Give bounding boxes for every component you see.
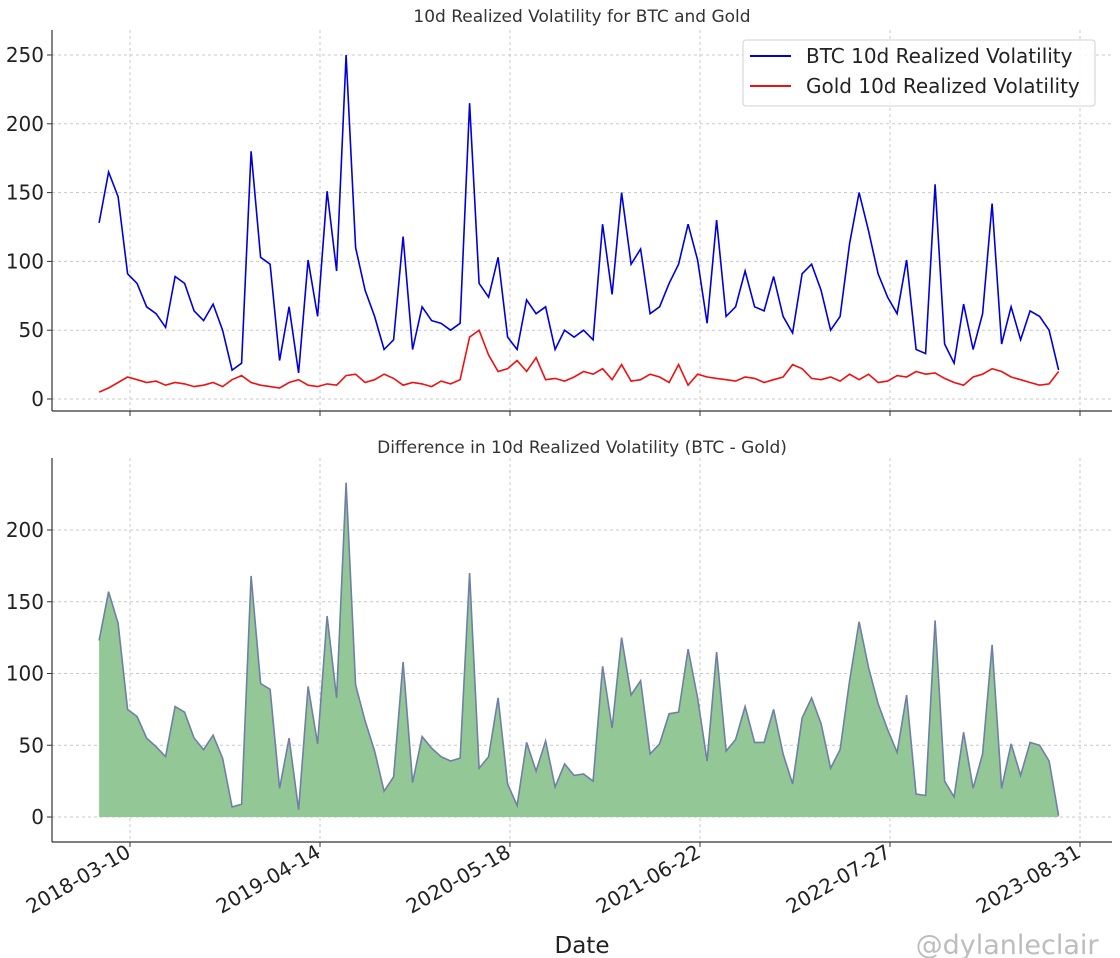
top-chart: 0 50 100 150 200 250 10d Realized Volatility … bbox=[6, 7, 1112, 416]
y-tick-label: 100 bbox=[6, 249, 44, 273]
y-tick-label: 200 bbox=[6, 112, 44, 136]
bottom-chart: 0 50 100 150 200 2018-03-10 2019-04-14 2020-05… bbox=[6, 438, 1112, 958]
bottom-x-ticks: 2018-03-10 2019-04-14 2020-05-18 2021-06-22… bbox=[22, 840, 1085, 919]
y-tick-label: 200 bbox=[6, 518, 44, 542]
btc-volatility-line bbox=[98, 54, 1060, 374]
y-tick-label: 0 bbox=[31, 387, 44, 411]
x-tick-label: 2019-04-14 bbox=[212, 840, 325, 919]
watermark: @dylanleclair_ bbox=[916, 930, 1113, 958]
bottom-chart-title: Difference in 10d Realized Volatility (B… bbox=[377, 438, 787, 458]
y-tick-label: 50 bbox=[19, 733, 44, 757]
x-tick-label: 2018-03-10 bbox=[22, 840, 135, 919]
legend-box bbox=[742, 39, 1096, 107]
legend-btc-label: BTC 10d Realized Volatility bbox=[806, 44, 1073, 68]
x-tick-label: 2021-06-22 bbox=[592, 840, 705, 919]
difference-area bbox=[99, 482, 1059, 817]
x-tick-label: 2020-05-18 bbox=[402, 840, 515, 919]
difference-line bbox=[98, 482, 1060, 816]
y-tick-label: 150 bbox=[6, 181, 44, 205]
y-tick-label: 50 bbox=[19, 318, 44, 342]
y-tick-label: 250 bbox=[6, 43, 44, 67]
y-tick-label: 0 bbox=[31, 805, 44, 829]
top-grid bbox=[52, 30, 1112, 411]
legend-gold-label: Gold 10d Realized Volatility bbox=[806, 74, 1080, 98]
y-tick-label: 150 bbox=[6, 590, 44, 614]
gold-volatility-line bbox=[98, 328, 1060, 393]
top-x-ticks bbox=[129, 411, 1081, 416]
x-tick-label: 2023-08-31 bbox=[972, 840, 1085, 919]
bottom-y-ticks: 0 50 100 150 200 bbox=[6, 518, 52, 829]
top-chart-title: 10d Realized Volatility for BTC and Gold bbox=[413, 7, 750, 27]
top-y-ticks: 0 50 100 150 200 250 bbox=[6, 43, 52, 411]
x-tick-label: 2022-07-27 bbox=[782, 840, 895, 919]
y-tick-label: 100 bbox=[6, 662, 44, 686]
x-axis-label: Date bbox=[555, 933, 610, 958]
legend: BTC 10d Realized Volatility Gold 10d Rea… bbox=[742, 39, 1096, 107]
